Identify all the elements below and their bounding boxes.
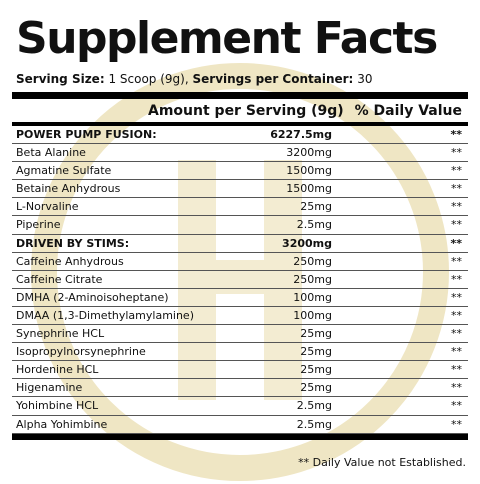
ingredient-daily-value: ** [451, 200, 462, 214]
ingredient-daily-value: ** [451, 308, 462, 322]
ingredient-name: Higenamine [16, 381, 83, 395]
table-row: Betaine Anhydrous 1500mg ** [12, 180, 468, 199]
ingredient-daily-value: ** [451, 381, 462, 395]
ingredient-amount: 250mg [293, 272, 332, 286]
ingredient-amount: 25mg [300, 200, 332, 214]
ingredient-amount: 2.5mg [296, 417, 332, 431]
ingredient-name: Synephrine HCL [16, 327, 105, 341]
bottom-divider [12, 434, 468, 440]
ingredient-amount: 1500mg [286, 164, 332, 178]
ingredient-amount: 25mg [300, 381, 332, 395]
ingredient-amount: 3200mg [282, 236, 332, 250]
servings-per-container-label: Servings per Container: [192, 72, 354, 86]
table-row: Agmatine Sulfate 1500mg ** [12, 162, 468, 181]
table-row: Synephrine HCL 25mg ** [12, 325, 468, 344]
ingredient-name: POWER PUMP FUSION: [16, 128, 157, 141]
ingredient-name: Beta Alanine [16, 146, 86, 160]
table-row: DRIVEN BY STIMS: 3200mg ** [12, 235, 468, 253]
ingredient-daily-value: ** [451, 417, 462, 431]
ingredient-name: Yohimbine HCL [16, 399, 99, 413]
ingredient-name: Agmatine Sulfate [16, 164, 112, 178]
daily-value-header: % Daily Value [354, 103, 462, 119]
ingredient-name: DRIVEN BY STIMS: [16, 236, 130, 250]
footnote: ** Daily Value not Established. [298, 456, 466, 469]
ingredient-daily-value: ** [451, 146, 462, 160]
ingredient-daily-value: ** [451, 272, 462, 286]
ingredient-daily-value: ** [451, 290, 462, 304]
serving-size-label: Serving Size: [16, 72, 105, 86]
ingredient-table: POWER PUMP FUSION: 6227.5mg ** Beta Alanine… [12, 126, 468, 434]
ingredient-daily-value: ** [451, 345, 462, 359]
ingredient-name: DMAA (1,3-Dimethylamylamine) [16, 308, 194, 322]
ingredient-amount: 1500mg [286, 182, 332, 196]
ingredient-amount: 3200mg [286, 146, 332, 160]
ingredient-amount: 6227.5mg [270, 128, 332, 141]
serving-info: Serving Size: 1 Scoop (9g), Servings per… [16, 72, 372, 86]
table-row: Beta Alanine 3200mg ** [12, 144, 468, 163]
serving-size-value: 1 Scoop (9g), [108, 72, 189, 86]
ingredient-amount: 25mg [300, 327, 332, 341]
ingredient-daily-value: ** [451, 327, 462, 341]
header-divider [12, 122, 468, 126]
ingredient-name: Isopropylnorsynephrine [16, 345, 146, 359]
ingredient-name: Piperine [16, 218, 61, 232]
table-row: Caffeine Anhydrous 250mg ** [12, 253, 468, 271]
top-divider [12, 92, 468, 99]
ingredient-name: Alpha Yohimbine [16, 417, 108, 431]
ingredient-name: DMHA (2-Aminoisoheptane) [16, 290, 169, 304]
ingredient-amount: 100mg [293, 308, 332, 322]
ingredient-name: Caffeine Citrate [16, 272, 103, 286]
ingredient-daily-value: ** [451, 399, 462, 413]
ingredient-amount: 2.5mg [296, 399, 332, 413]
table-row: Hordenine HCL 25mg ** [12, 361, 468, 380]
ingredient-name: Caffeine Anhydrous [16, 254, 124, 268]
page-title: Supplement Facts [16, 13, 438, 64]
amount-header: Amount per Serving (9g) [148, 103, 344, 119]
ingredient-daily-value: ** [450, 128, 462, 141]
ingredient-amount: 2.5mg [296, 218, 332, 232]
table-row: POWER PUMP FUSION: 6227.5mg ** [12, 126, 468, 145]
ingredient-amount: 25mg [300, 345, 332, 359]
ingredient-daily-value: ** [451, 182, 462, 196]
ingredient-amount: 250mg [293, 254, 332, 268]
table-row: Yohimbine HCL 2.5mg ** [12, 397, 468, 416]
ingredient-daily-value: ** [451, 254, 462, 268]
ingredient-daily-value: ** [451, 363, 462, 377]
table-row: Higenamine 25mg ** [12, 379, 468, 398]
ingredient-amount: 25mg [300, 363, 332, 377]
table-row: Alpha Yohimbine 2.5mg ** [12, 416, 468, 434]
table-row: Piperine 2.5mg ** [12, 216, 468, 235]
ingredient-amount: 100mg [293, 290, 332, 304]
table-row: Caffeine Citrate 250mg ** [12, 271, 468, 289]
ingredient-daily-value: ** [451, 218, 462, 232]
ingredient-name: L-Norvaline [16, 200, 79, 214]
ingredient-daily-value: ** [450, 236, 462, 250]
ingredient-name: Hordenine HCL [16, 363, 99, 377]
ingredient-daily-value: ** [451, 164, 462, 178]
ingredient-name: Betaine Anhydrous [16, 182, 121, 196]
servings-per-container-value: 30 [357, 72, 373, 86]
table-row: Isopropylnorsynephrine 25mg ** [12, 343, 468, 362]
table-row: DMAA (1,3-Dimethylamylamine) 100mg ** [12, 307, 468, 326]
table-row: DMHA (2-Aminoisoheptane) 100mg ** [12, 289, 468, 307]
table-row: L-Norvaline 25mg ** [12, 198, 468, 217]
